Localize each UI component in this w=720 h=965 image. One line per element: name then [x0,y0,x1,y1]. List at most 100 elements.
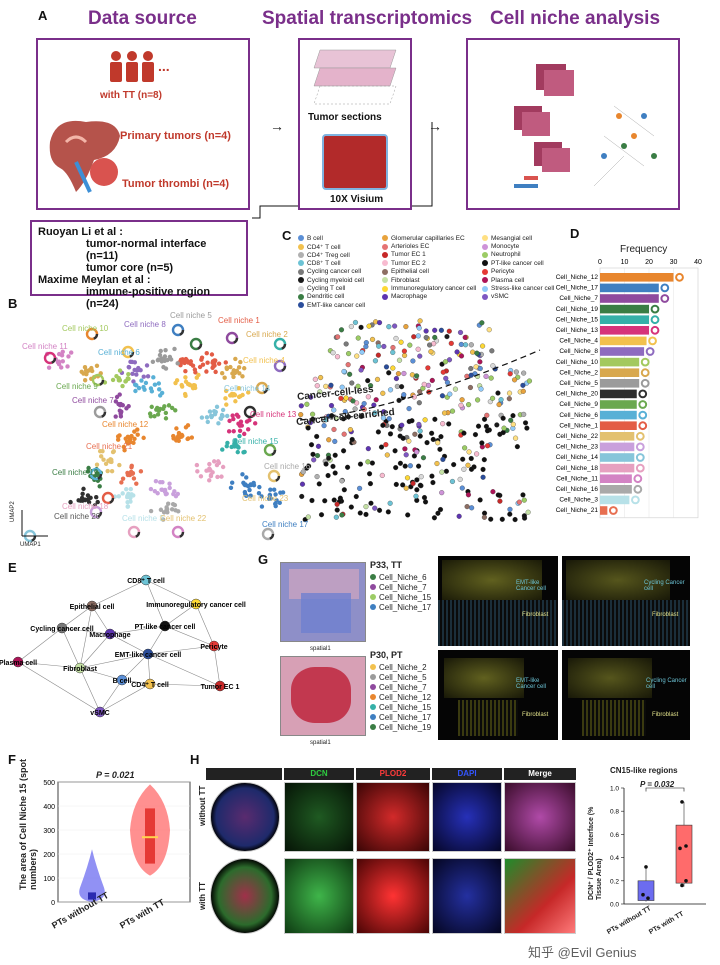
spatial-spot [414,373,420,379]
niche-legend-label: Cell_Niche_15 [379,702,432,712]
umap-point [173,380,178,386]
h-header-dcn: DCN [284,768,354,780]
niche-donut [273,337,287,351]
box-point [684,844,688,848]
legend-label: Stress-like cancer cell [491,285,555,293]
spatial-spot [470,349,476,355]
legend-item: Cycling cancer cell [298,268,382,276]
spatial-spot [354,353,360,359]
umap-point [236,386,241,391]
spatial-spot [431,515,437,521]
spatial-spot [446,421,452,427]
category-label: Cell_Niche_13 [556,327,599,334]
spatial-spot [298,403,304,409]
legend-label: Tumor EC 1 [391,251,426,259]
bar [600,389,637,399]
spatial-spot [304,401,310,407]
spatial-spot [331,407,337,413]
spatial-spot [459,485,465,491]
tumor-thrombi-label: Tumor thrombi (n=4) [122,178,230,190]
spatial-spot [414,487,420,493]
spatial-spot [409,418,415,424]
spatial-spot [434,460,440,467]
umap-point [170,501,176,507]
spatial-spot [381,343,387,350]
umap-point [99,454,104,459]
network-edge [99,683,151,713]
umap-point [125,493,130,498]
spatial-spot [311,457,317,463]
donut-segment [89,505,103,519]
umap-point [116,401,121,407]
spatial-spot [317,389,323,395]
spatial-spot [495,492,501,498]
niche-legend-label: Cell_Niche_19 [379,722,432,732]
umap-point [157,352,163,358]
spatial-spot [358,413,364,419]
spatial-spot [481,514,487,520]
spatial-spot [379,472,385,478]
umap-point [132,382,138,387]
umap-point [199,415,205,420]
legend-swatch [482,285,488,292]
niche-legend-item: Cell_Niche_17 [370,712,440,722]
legend-swatch [482,293,488,300]
spatial-spot [480,343,486,349]
niche-legend-item: Cell_Niche_15 [370,592,440,602]
spatial-spot [481,457,487,463]
spatial-spot [428,349,434,355]
map-label-cycling-1: Cycling Cancer cell [644,580,685,592]
spatial-spot [325,472,331,479]
spatial-spot [326,455,332,461]
umap-point [145,374,151,379]
spatial-spot [376,343,382,349]
umap-point [85,493,91,498]
legend-item: Pericyte [482,268,578,276]
umap-point [135,368,140,373]
donut-segment [43,351,57,365]
umap-point [65,364,70,369]
map-label-fib-4: Fibroblast [652,712,679,718]
category-label: Cell_Niche_8 [559,348,598,355]
umap-point [153,478,159,484]
x-tick: 0 [598,259,602,266]
donut-segment [267,469,281,483]
umap-point [149,404,154,410]
network-node-label: B cell [113,678,132,685]
map-label-emt-2: EMT-like Cancer cell [516,678,547,690]
spatial-spot [366,323,372,329]
spatial-spot [402,352,408,359]
spatial-spot [423,328,429,334]
legend-swatch [382,285,388,292]
niche-donut [91,373,105,387]
spatial-spot [386,370,392,376]
spatial-spot [326,437,332,443]
niche-swatch [370,664,376,670]
umap-point [162,354,168,359]
umap-point [127,472,133,478]
donut-segment [89,467,103,481]
spatial-spot [474,350,480,356]
spatial-spot [413,493,419,499]
x-tick: 20 [645,259,653,266]
network-edge [79,653,149,669]
legend-swatch [482,277,488,284]
he-slide-p30 [280,656,366,736]
umap-point [229,480,235,485]
spatial-spot [483,373,489,379]
legend-swatch [382,260,388,267]
spatial-spot [480,466,486,472]
spatial-spot [443,468,449,474]
umap-point [236,365,242,370]
network-edge [164,603,197,627]
umap-point [144,363,150,368]
spatial-spot [383,442,389,448]
umap-point [165,510,170,515]
niche-analysis-box [466,38,680,210]
spatial-spot [341,431,347,437]
legend-item: B cell [298,234,382,242]
spatial-spot [380,390,386,396]
spatial-spot [480,474,486,480]
niche-swatch [370,674,376,680]
spatial-spot [425,382,432,388]
